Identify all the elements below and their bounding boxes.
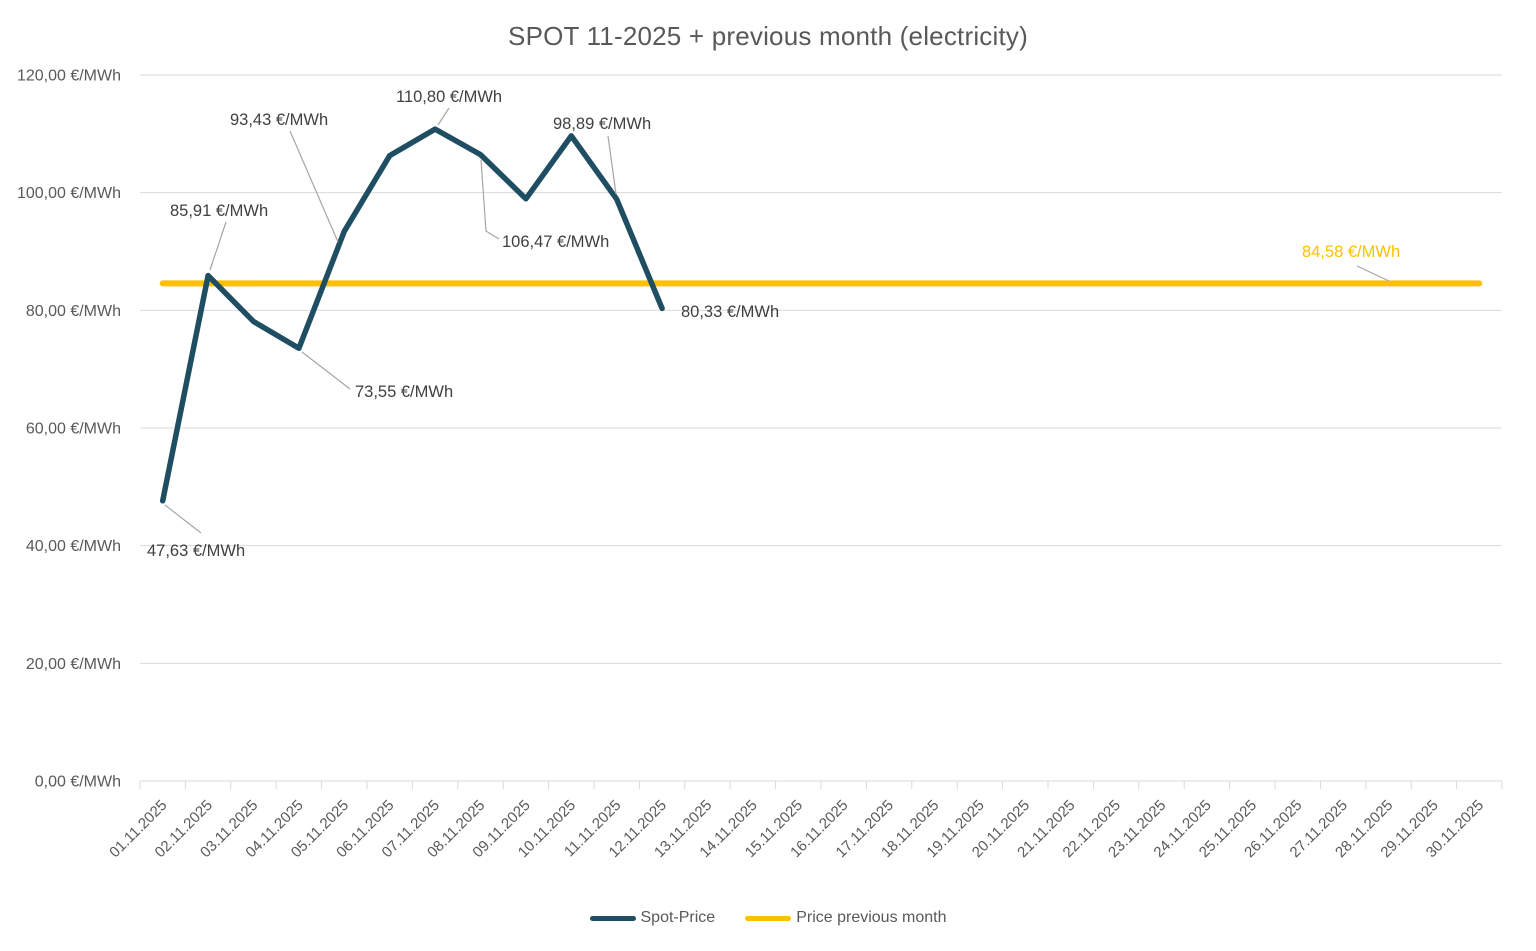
y-tick-label: 20,00 €/MWh <box>26 656 121 673</box>
x-axis-labels: 01.11.202502.11.202503.11.202504.11.2025… <box>106 797 1487 861</box>
legend-item-spot-price: Spot-Price <box>589 909 716 927</box>
y-tick-label: 0,00 €/MWh <box>35 774 121 791</box>
annotation-leader-line <box>164 504 202 534</box>
chart-title: SPOT 11-2025 + previous month (electrici… <box>508 21 1028 51</box>
y-axis-labels: 0,00 €/MWh 20,00 €/MWh 40,00 €/MWh 60,00 €/… <box>17 68 121 791</box>
spot-price-line <box>159 126 665 504</box>
annotation-label: 84,58 €/MWh <box>1302 243 1400 261</box>
y-tick-label: 100,00 €/MWh <box>17 185 121 202</box>
annotation-label: 73,55 €/MWh <box>355 383 453 401</box>
legend-item-price-previous-month: Price previous month <box>745 909 947 927</box>
x-axis <box>139 780 1503 789</box>
y-tick-label: 40,00 €/MWh <box>26 538 121 555</box>
spot-price-line-series <box>159 126 665 504</box>
annotation-label: 98,89 €/MWh <box>553 115 651 133</box>
annotation-leader-line <box>301 351 351 390</box>
gridlines <box>140 74 1502 782</box>
annotation-label: 93,43 €/MWh <box>230 111 328 129</box>
legend-label-spot-price: Spot-Price <box>640 909 716 926</box>
y-tick-label: 80,00 €/MWh <box>26 303 121 320</box>
annotation-label: 80,33 €/MWh <box>681 303 779 321</box>
annotation-leader-line <box>607 135 617 195</box>
y-tick-label: 120,00 €/MWh <box>17 68 121 85</box>
annotation-leader-line <box>1356 265 1390 282</box>
legend: Spot-Price Price previous month <box>0 903 1536 933</box>
y-tick-label: 60,00 €/MWh <box>26 421 121 438</box>
annotation-label: 110,80 €/MWh <box>396 88 502 106</box>
annotation-label: 85,91 €/MWh <box>170 202 268 220</box>
spot-price-swatch <box>589 915 636 921</box>
annotation-label: 106,47 €/MWh <box>502 233 609 251</box>
annotation-label: 47,63 €/MWh <box>147 542 245 560</box>
annotation-leader-line <box>480 159 500 240</box>
price-previous-month-swatch <box>745 915 792 921</box>
annotation-leader-line <box>437 107 450 126</box>
annotation-leader-line <box>289 130 339 243</box>
legend-label-price-previous-month: Price previous month <box>796 909 947 926</box>
data-label-annotations: 47,63 €/MWh 85,91 €/MWh 93,43 €/MWh 73,55 €… <box>147 88 1400 560</box>
annotation-leader-line <box>209 221 227 271</box>
